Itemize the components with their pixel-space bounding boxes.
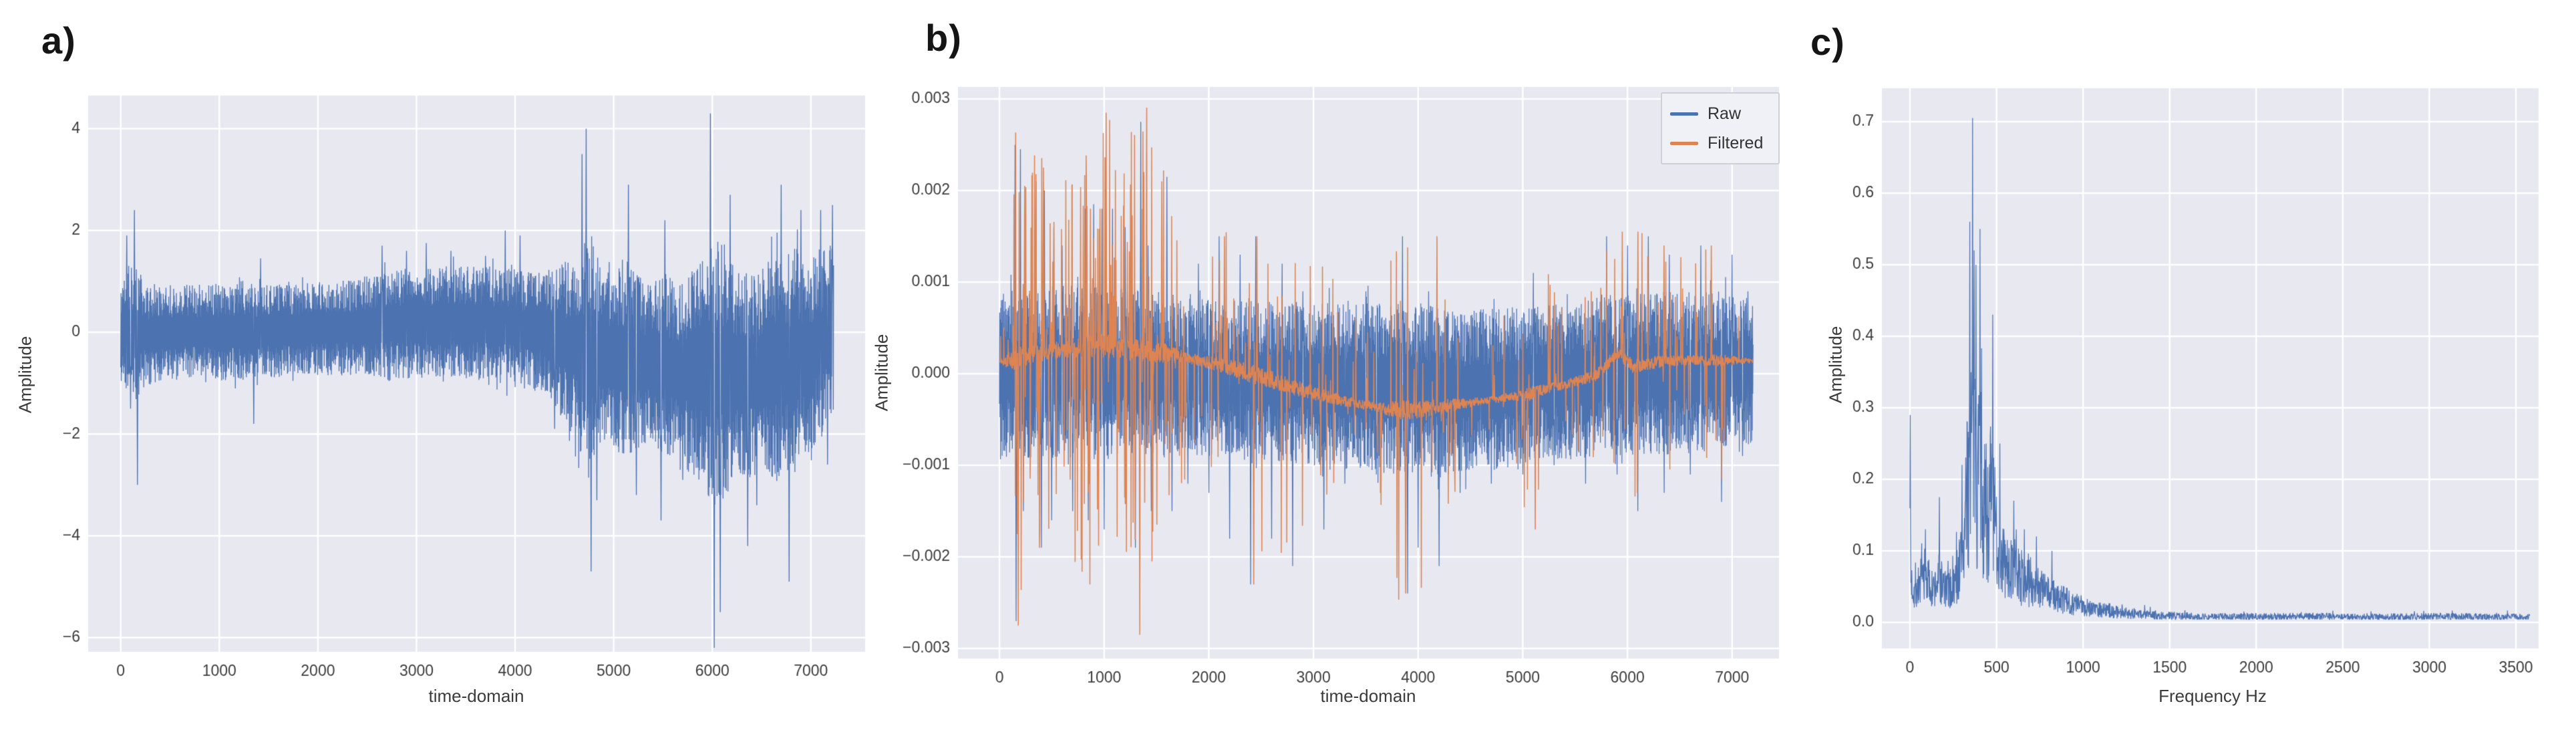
legend: Raw Filtered bbox=[1661, 92, 1780, 164]
chart-canvas-c bbox=[1804, 0, 2576, 730]
panel-c: c) Amplitude Frequency Hz bbox=[1804, 0, 2576, 730]
raw-line-swatch bbox=[1670, 112, 1698, 116]
legend-label-filtered: Filtered bbox=[1708, 133, 1764, 152]
x-axis-label-b: time-domain bbox=[1320, 686, 1416, 706]
legend-label-raw: Raw bbox=[1708, 104, 1742, 123]
panel-label-a: a) bbox=[41, 19, 76, 62]
y-axis-label-a: Amplitude bbox=[15, 336, 35, 414]
legend-item-raw: Raw bbox=[1670, 99, 1770, 128]
chart-canvas-a bbox=[0, 0, 889, 730]
panel-label-c: c) bbox=[1810, 21, 1845, 63]
panel-label-b: b) bbox=[925, 17, 962, 59]
y-axis-label-b: Amplitude bbox=[871, 334, 892, 412]
panel-b: b) Amplitude time-domain Raw Filtered bbox=[872, 0, 1804, 730]
x-axis-label-c: Frequency Hz bbox=[2158, 686, 2267, 706]
x-axis-label-a: time-domain bbox=[428, 686, 524, 706]
chart-canvas-b bbox=[889, 0, 1804, 730]
filtered-line-swatch bbox=[1670, 141, 1698, 145]
legend-item-filtered: Filtered bbox=[1670, 128, 1770, 158]
panel-a: a) Amplitude time-domain bbox=[0, 0, 889, 730]
y-axis-label-c: Amplitude bbox=[1825, 326, 1846, 404]
